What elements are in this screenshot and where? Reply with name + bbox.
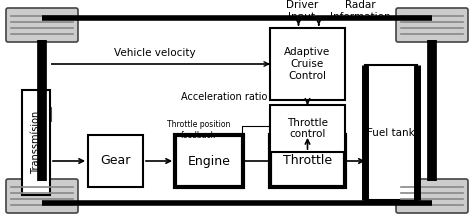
Text: Throttle
control: Throttle control [287,118,328,139]
Text: Radar
Information: Radar Information [330,0,390,22]
Text: Transsmísion: Transsmísion [31,111,41,174]
Text: Engine: Engine [188,154,230,168]
Bar [88,135,143,187]
Bar [270,28,345,100]
Text: Throttle position
feedback: Throttle position feedback [167,120,230,140]
Text: Adaptive
Cruise
Control: Adaptive Cruise Control [284,47,331,81]
Text: Gear: Gear [100,154,131,168]
Text: Driver
Input: Driver Input [286,0,318,22]
Bar [33,107,51,121]
Text: Throttle: Throttle [283,154,332,168]
Bar [365,65,417,200]
FancyBboxPatch shape [6,8,78,42]
Text: Fuel tank: Fuel tank [367,128,415,137]
Bar [22,90,50,195]
Bar [270,135,345,187]
Text: Vehicle velocity: Vehicle velocity [114,48,196,58]
Bar [270,105,345,152]
FancyBboxPatch shape [396,8,468,42]
Bar [280,170,296,182]
FancyBboxPatch shape [396,179,468,213]
Text: Acceleration ratio: Acceleration ratio [181,92,267,102]
FancyBboxPatch shape [6,179,78,213]
Bar [175,135,243,187]
